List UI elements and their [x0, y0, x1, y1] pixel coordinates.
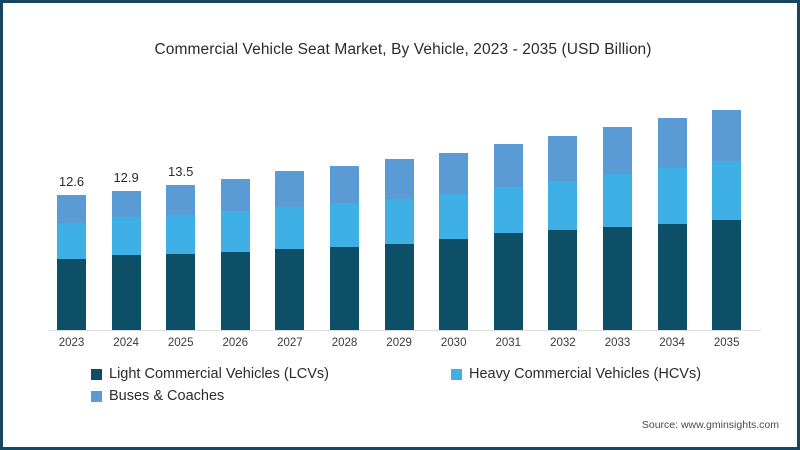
x-tick-2029: 2029: [386, 337, 412, 349]
bar-segment-lcv: [57, 259, 86, 330]
bar-segment-buses: [330, 165, 359, 204]
legend-swatch-buses: [91, 390, 102, 402]
bar-segment-lcv: [712, 220, 742, 330]
x-tick-2035: 2035: [713, 337, 740, 349]
bar-value-label: 13.5: [168, 164, 194, 180]
bar-segment-buses: [57, 194, 86, 223]
bar-segment-buses: [220, 178, 250, 211]
x-axis-line: [49, 330, 761, 331]
legend-item-lcv[interactable]: Light Commercial Vehicles (LCVs): [91, 366, 329, 382]
bar-value-label: 12.9: [113, 170, 139, 186]
bar-segment-lcv: [548, 230, 578, 330]
x-tick-2027: 2027: [277, 337, 303, 349]
x-tick-2034: 2034: [659, 337, 685, 349]
bar-segment-buses: [439, 152, 469, 194]
legend-row-1: Light Commercial Vehicles (LCVs) Heavy C…: [91, 366, 751, 388]
bar-value-label: 12.6: [58, 173, 85, 189]
bar-segment-hcv: [275, 206, 305, 250]
bar-segment-hcv: [166, 215, 196, 254]
bar-segment-hcv: [220, 210, 250, 252]
legend-label-hcv: Heavy Commercial Vehicles (HCVs): [469, 366, 702, 382]
bar-segment-lcv: [111, 254, 141, 330]
bar-segment-hcv: [111, 217, 141, 255]
x-tick-2024: 2024: [113, 337, 139, 349]
bar-segment-lcv: [166, 253, 196, 330]
bar-segment-buses: [603, 127, 632, 175]
bar-segment-hcv: [657, 167, 687, 224]
bar-segment-buses: [111, 191, 141, 218]
source-attribution: Source: www.gminsights.com: [641, 419, 779, 431]
x-tick-2033: 2033: [604, 337, 631, 349]
legend-item-buses[interactable]: Buses & Coaches: [91, 388, 224, 404]
bar-segment-buses: [493, 144, 523, 188]
legend-label-buses: Buses & Coaches: [109, 388, 225, 404]
bar-segment-hcv: [330, 203, 359, 248]
bar-segment-hcv: [57, 222, 86, 260]
x-tick-2031: 2031: [495, 337, 522, 349]
x-tick-2025: 2025: [167, 337, 194, 349]
x-tick-2030: 2030: [440, 337, 467, 349]
bar-segment-buses: [712, 109, 742, 162]
x-axis-tick-labels: 2023 2024 2025 2026 2027 2028 2029 2030 2031 2032…: [49, 337, 761, 357]
bar-segment-hcv: [712, 161, 742, 221]
bar-segment-hcv: [603, 174, 632, 227]
legend-item-hcv[interactable]: Heavy Commercial Vehicles (HCVs): [451, 366, 701, 382]
bar-segment-lcv: [493, 233, 523, 330]
plot-area: 12.6 12.9 13.5: [49, 83, 761, 331]
bar-segment-buses: [166, 185, 196, 216]
bar-segment-lcv: [657, 223, 687, 330]
bar-segment-hcv: [548, 180, 578, 231]
bar-segment-lcv: [220, 251, 250, 330]
bar-segment-lcv: [275, 249, 305, 330]
x-tick-2028: 2028: [331, 337, 358, 349]
x-tick-2026: 2026: [222, 337, 249, 349]
legend-swatch-hcv: [451, 368, 462, 380]
bar-segment-hcv: [493, 187, 523, 234]
x-tick-2032: 2032: [550, 337, 576, 349]
chart-legend: Light Commercial Vehicles (LCVs) Heavy C…: [91, 366, 751, 410]
bar-segment-buses: [275, 171, 305, 207]
bar-segment-lcv: [384, 244, 414, 330]
legend-swatch-lcv: [91, 368, 102, 380]
bar-segment-lcv: [330, 247, 359, 330]
bar-segment-lcv: [439, 238, 469, 330]
x-tick-2023: 2023: [58, 337, 85, 349]
legend-row-2: Buses & Coaches: [91, 388, 751, 410]
bar-segment-hcv: [384, 199, 414, 245]
legend-label-lcv: Light Commercial Vehicles (LCVs): [109, 366, 329, 382]
bar-segment-buses: [548, 135, 578, 181]
chart-title: Commercial Vehicle Seat Market, By Vehic…: [154, 41, 652, 58]
bar-segment-hcv: [439, 193, 469, 239]
bar-segment-buses: [384, 159, 414, 199]
bar-segment-lcv: [603, 226, 632, 330]
bar-segment-buses: [657, 118, 687, 168]
